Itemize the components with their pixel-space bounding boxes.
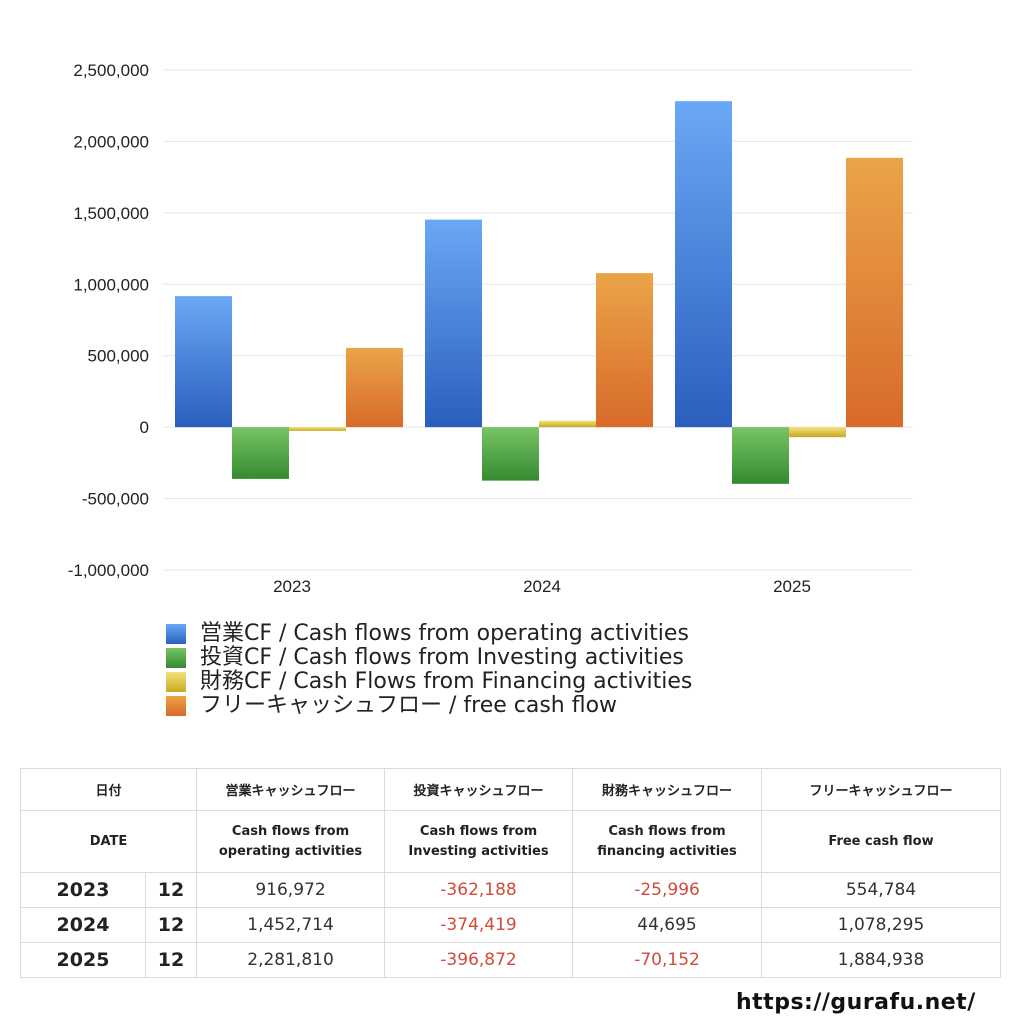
header-investing-en: Cash flows from Investing activities (384, 810, 574, 873)
bar-investing (232, 427, 289, 479)
y-tick-label: 500,000 (88, 347, 149, 366)
header-financing-jp: 財務キャッシュフロー (572, 768, 763, 811)
bar-operating (175, 296, 232, 428)
chart-legend: 営業CF / Cash flows from operating activit… (166, 622, 692, 718)
cell-financing: -25,996 (572, 872, 763, 908)
cell-operating: 1,452,714 (196, 907, 386, 943)
legend-item-operating: 営業CF / Cash flows from operating activit… (166, 622, 692, 646)
cell-investing: -362,188 (384, 872, 574, 908)
legend-label-free: フリーキャッシュフロー / free cash flow (200, 693, 618, 718)
bar-investing (482, 427, 539, 481)
row-month: 12 (144, 872, 198, 908)
header-investing-jp: 投資キャッシュフロー (384, 768, 574, 811)
row-month: 12 (144, 907, 198, 943)
legend-swatch-investing (166, 648, 186, 668)
x-category-label: 2025 (773, 577, 811, 596)
cell-free: 1,884,938 (761, 942, 1002, 978)
cell-operating: 2,281,810 (196, 942, 386, 978)
header-free-en: Free cash flow (761, 810, 1002, 873)
row-year: 2024 (20, 907, 146, 943)
cell-financing: 44,695 (572, 907, 763, 943)
bar-operating (425, 219, 482, 428)
legend-swatch-financing (166, 672, 186, 692)
gridlines (163, 69, 913, 571)
header-investing-en-line1: Cash flows from (419, 823, 538, 839)
bar-financing (539, 420, 596, 428)
cell-investing: -396,872 (384, 942, 574, 978)
bar-financing (789, 427, 846, 438)
legend-label-financing: 財務CF / Cash Flows from Financing activit… (200, 669, 693, 694)
y-tick-label: -1,000,000 (68, 561, 149, 580)
legend-swatch-free (166, 696, 186, 716)
legend-label-investing: 投資CF / Cash flows from Investing activit… (200, 645, 684, 670)
x-axis-category-labels: 2023 2024 2025 (273, 577, 811, 596)
cash-flow-table: 日付 営業キャッシュフロー 投資キャッシュフロー 財務キャッシュフロー フリーキ… (19, 768, 1002, 978)
header-operating-jp: 営業キャッシュフロー (196, 768, 386, 811)
header-investing-en-line2: Investing activities (408, 843, 549, 859)
legend-item-investing: 投資CF / Cash flows from Investing activit… (166, 646, 692, 670)
legend-item-financing: 財務CF / Cash Flows from Financing activit… (166, 670, 692, 694)
cell-financing: -70,152 (572, 942, 763, 978)
cell-operating: 916,972 (196, 872, 386, 908)
legend-item-free: フリーキャッシュフロー / free cash flow (166, 694, 692, 718)
x-category-label: 2023 (273, 577, 311, 596)
header-financing-en-line1: Cash flows from (608, 823, 726, 839)
table-row: 2024 12 1,452,714 -374,419 44,695 1,078,… (20, 907, 1002, 943)
header-free-en-line1: Free cash flow (828, 833, 934, 849)
cell-investing: -374,419 (384, 907, 574, 943)
table-row: 2025 12 2,281,810 -396,872 -70,152 1,884… (20, 942, 1002, 978)
y-tick-label: 1,500,000 (73, 204, 149, 223)
site-url[interactable]: https://gurafu.net/ (736, 990, 976, 1015)
bar-free (846, 157, 903, 428)
x-category-label: 2024 (523, 577, 561, 596)
header-operating-en-line1: Cash flows from (231, 823, 350, 839)
table-header-row-jp: 日付 営業キャッシュフロー 投資キャッシュフロー 財務キャッシュフロー フリーキ… (19, 768, 1002, 811)
row-year: 2025 (20, 942, 146, 978)
header-financing-en-line2: financing activities (597, 843, 737, 859)
bars (175, 101, 903, 484)
header-date-en: DATE (19, 810, 198, 873)
cell-free: 1,078,295 (761, 907, 1002, 943)
legend-label-operating: 営業CF / Cash flows from operating activit… (200, 621, 689, 646)
y-tick-label: 1,000,000 (73, 275, 149, 294)
table-row: 2023 12 916,972 -362,188 -25,996 554,784 (20, 872, 1002, 908)
header-operating-en-line2: operating activities (218, 843, 363, 859)
header-operating-en: Cash flows from operating activities (196, 810, 386, 873)
y-axis-tick-labels: 2,500,000 2,000,000 1,500,000 1,000,000 500,… (68, 61, 149, 580)
bar-financing (289, 427, 346, 431)
row-month: 12 (144, 942, 198, 978)
y-tick-label: 2,500,000 (73, 61, 149, 80)
table-header-row-en: DATE Cash flows from operating activities… (19, 810, 1002, 873)
cash-flow-bar-chart: 2,500,000 2,000,000 1,500,000 1,000,000 500,… (68, 61, 913, 596)
y-tick-label: -500,000 (82, 490, 149, 509)
bar-free (596, 273, 653, 428)
header-date-jp: 日付 (19, 768, 198, 811)
legend-swatch-operating (166, 624, 186, 644)
y-tick-label: 2,000,000 (73, 132, 149, 151)
y-tick-label: 0 (140, 418, 149, 437)
bar-free (346, 347, 403, 428)
header-free-jp: フリーキャッシュフロー (761, 768, 1002, 811)
row-year: 2023 (20, 872, 146, 908)
header-financing-en: Cash flows from financing activities (572, 810, 763, 873)
cell-free: 554,784 (761, 872, 1002, 908)
bar-investing (732, 427, 789, 484)
bar-operating (675, 101, 732, 428)
